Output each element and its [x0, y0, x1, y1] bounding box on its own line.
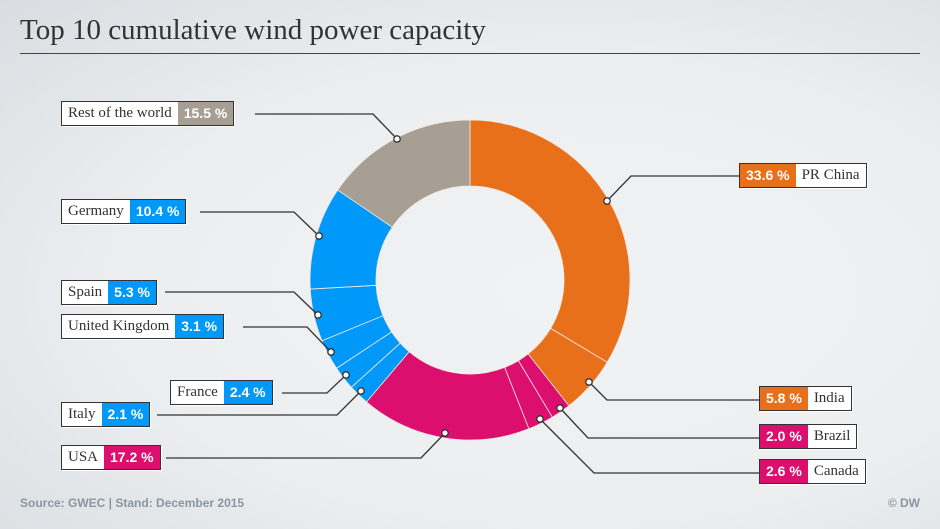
leader-line-canada — [539, 418, 759, 474]
title-divider — [20, 53, 920, 54]
copyright: © DW — [887, 496, 920, 510]
label-usa: USA 17.2 % — [61, 445, 161, 470]
leader-dot-france — [342, 371, 350, 379]
label-value: 5.8 % — [760, 387, 808, 410]
source-note: Source: GWEC | Stand: December 2015 — [20, 496, 245, 510]
label-canada: 2.6 % Canada — [759, 459, 866, 484]
leader-dot-united-kingdom — [327, 348, 335, 356]
leader-dot-rest-of-the-world — [393, 135, 401, 143]
leader-dot-canada — [536, 415, 544, 423]
label-name: Rest of the world — [68, 105, 172, 121]
label-brazil: 2.0 % Brazil — [759, 424, 858, 449]
leader-line-germany — [200, 211, 320, 237]
label-name: Italy — [68, 406, 96, 422]
leader-line-india — [588, 381, 759, 401]
label-name: PR China — [801, 167, 860, 183]
label-value: 10.4 % — [129, 200, 186, 223]
leader-dot-usa — [441, 429, 449, 437]
leader-dot-india — [585, 378, 593, 386]
leader-dot-brazil — [556, 404, 564, 412]
label-india: 5.8 % India — [759, 386, 852, 411]
chart-title: Top 10 cumulative wind power capacity — [20, 14, 486, 46]
label-france: France 2.4 % — [170, 380, 273, 405]
leader-line-usa — [166, 432, 446, 459]
label-germany: Germany 10.4 % — [61, 199, 187, 224]
leader-line-rest-of-the-world — [255, 113, 398, 140]
leader-dot-germany — [315, 232, 323, 240]
slice-rest-of-the-world — [337, 119, 471, 228]
label-value: 2.0 % — [760, 425, 808, 448]
label-spain: Spain 5.3 % — [61, 280, 157, 305]
label-name: Germany — [68, 203, 124, 219]
label-value: 2.6 % — [760, 460, 808, 483]
label-value: 17.2 % — [104, 446, 160, 469]
leader-line-spain — [165, 291, 319, 316]
label-pr-china: 33.6 % PR China — [739, 163, 867, 188]
slice-pr-china — [469, 119, 631, 363]
leader-dot-pr-china — [603, 197, 611, 205]
leader-line-brazil — [559, 407, 759, 439]
label-value: 33.6 % — [740, 164, 796, 187]
label-value: 2.4 % — [223, 381, 272, 404]
label-rest-of-the-world: Rest of the world 15.5 % — [61, 101, 235, 126]
label-name: India — [813, 390, 845, 406]
leader-dot-spain — [314, 311, 322, 319]
label-united-kingdom: United Kingdom 3.1 % — [61, 314, 225, 339]
label-value: 3.1 % — [175, 315, 224, 338]
label-name: France — [177, 384, 218, 400]
label-value: 2.1 % — [101, 403, 150, 426]
leader-line-pr-china — [606, 175, 739, 202]
label-value: 15.5 % — [177, 102, 234, 125]
label-name: USA — [68, 449, 99, 465]
label-name: Canada — [813, 463, 859, 479]
leader-dot-italy — [357, 387, 365, 395]
leader-line-italy — [157, 390, 362, 416]
label-value: 5.3 % — [108, 281, 156, 304]
label-italy: Italy 2.1 % — [61, 402, 151, 427]
leader-line-france — [282, 374, 347, 394]
label-name: United Kingdom — [68, 318, 170, 334]
label-name: Brazil — [813, 428, 851, 444]
label-name: Spain — [68, 284, 103, 300]
leader-line-united-kingdom — [243, 326, 332, 353]
